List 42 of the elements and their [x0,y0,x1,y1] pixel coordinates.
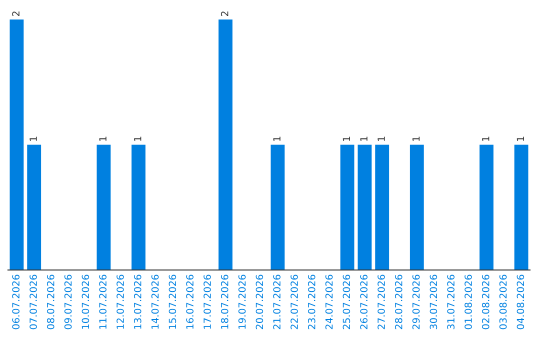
x-tick-label: 17.07.2026 [204,274,211,329]
data-label: 1 [360,136,368,141]
x-tick-label: 10.07.2026 [82,274,90,329]
x-tick-label: 25.07.2026 [342,274,350,330]
x-tick-label: 02.08.2026 [482,274,490,330]
x-tick-label: 22.07.2026 [290,274,298,330]
data-label: 1 [482,136,490,141]
x-tick-label: 08.07.2026 [46,274,54,330]
x-tick-label: 31.07.2026 [447,274,455,330]
data-label: 1 [412,136,420,141]
data-label: 1 [378,136,385,141]
data-label: 1 [99,136,106,141]
data-label: 1 [516,136,524,141]
data-label: 1 [30,136,37,141]
x-tick-label: 04.08.2026 [516,274,524,330]
x-tick-label: 16.07.2026 [186,274,194,329]
x-tick-label: 12.07.2026 [116,274,124,329]
x-tick-label: 28.07.2026 [394,274,402,330]
x-tick-label: 26.07.2026 [360,274,368,330]
x-tick-label: 19.07.2026 [238,274,246,329]
x-tick-label: 09.07.2026 [64,274,72,330]
x-tick-label: 07.07.2026 [30,274,37,330]
x-tick-label: 13.07.2026 [134,274,142,329]
x-tick-label: 18.07.2026 [220,274,228,329]
x-tick-label: 11.07.2026 [99,274,107,329]
data-label: 2 [12,12,20,16]
x-tick-label: 14.07.2026 [151,274,159,329]
x-tick-label: 27.07.2026 [378,274,385,330]
x-tick-label: 15.07.2026 [168,274,176,329]
x-tick-label: 23.07.2026 [308,274,316,330]
x-tick-label: 06.07.2026 [12,274,20,330]
data-label: 2 [220,12,228,16]
x-tick-label: 01.08.2026 [464,274,472,330]
x-tick-label: 03.08.2026 [499,274,507,330]
data-label: 1 [273,136,280,141]
x-tick-label: 30.07.2026 [430,274,438,330]
x-tick-label: 29.07.2026 [412,274,420,330]
x-tick-label: 24.07.2026 [325,274,333,330]
x-tick-label: 20.07.2026 [256,274,264,330]
data-label: 1 [342,136,350,141]
x-tick-label: 21.07.2026 [273,274,281,330]
data-label: 1 [134,136,142,141]
